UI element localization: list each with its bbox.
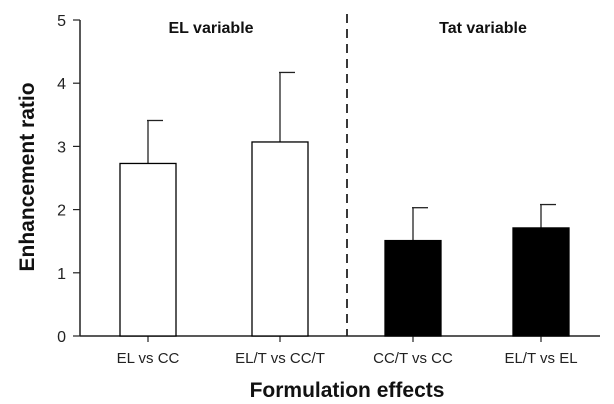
group-label-tat: Tat variable: [439, 20, 527, 37]
group-label-el: EL variable: [168, 20, 253, 37]
y-tick-label: 0: [57, 329, 66, 346]
bar: [251, 141, 309, 337]
y-tick-label: 1: [57, 266, 66, 283]
x-axis-title: Formulation effects: [250, 379, 445, 402]
y-tick-label: 5: [57, 13, 66, 30]
bar: [384, 239, 442, 337]
y-tick-label: 3: [57, 139, 66, 156]
x-category-label: EL vs CC: [117, 350, 180, 367]
bar: [512, 227, 570, 337]
plot-area: 0 1 2 3 4 5 EL vs CC EL/T vs CC/T CC/T vs CC EL/T…: [57, 13, 600, 367]
y-axis-title: Enhancement ratio: [16, 82, 39, 271]
y-tick-label: 4: [57, 76, 66, 93]
bar: [119, 162, 177, 337]
x-category-label: EL/T vs CC/T: [235, 350, 325, 367]
y-tick-label: 2: [57, 203, 66, 220]
x-category-label: EL/T vs EL: [504, 350, 577, 367]
x-category-label: CC/T vs CC: [373, 350, 453, 367]
